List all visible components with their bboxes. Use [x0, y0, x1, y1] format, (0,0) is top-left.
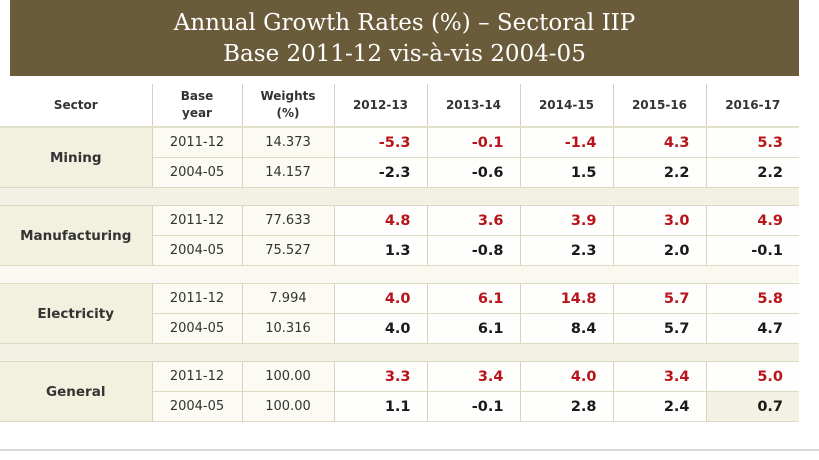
title-line-2: Base 2011-12 vis-à-vis 2004-05: [223, 41, 586, 67]
header-weights-line2: (%): [276, 106, 300, 120]
base-year-cell: 2011-12: [152, 127, 243, 158]
value-cell: -0.8: [427, 235, 521, 266]
header-2014-15: 2014-15: [520, 84, 614, 128]
table-row: Mining 2011-12 14.373 -5.3 -0.1 -1.4 4.3…: [0, 127, 799, 188]
spacer-cell: [0, 265, 799, 284]
base-year-cell: 2004-05: [152, 235, 243, 266]
weight-cell: 100.00: [242, 361, 335, 392]
value-cell: -2.3: [334, 157, 428, 188]
spacer-cell: [0, 343, 799, 362]
table-row: General 2011-12 100.00 3.3 3.4 4.0 3.4 5…: [0, 361, 799, 422]
value-cell: 4.0: [334, 313, 428, 344]
value-cell: -0.1: [427, 127, 521, 158]
header-2016-17: 2016-17: [706, 84, 799, 128]
header-base-line1: Base: [180, 89, 214, 103]
spacer-cell: [0, 187, 799, 206]
value-cell: 4.9: [706, 205, 799, 236]
header-weights-line1: Weights: [260, 89, 316, 103]
weight-cell: 77.633: [242, 205, 335, 236]
value-cell: -5.3: [334, 127, 428, 158]
value-cell: -0.6: [427, 157, 521, 188]
value-cell: 4.3: [613, 127, 707, 158]
value-cell: 1.5: [520, 157, 614, 188]
spacer-row: [0, 343, 799, 362]
sector-mining: Mining: [0, 127, 153, 188]
sector-electricity: Electricity: [0, 283, 153, 344]
slide-title: Annual Growth Rates (%) – Sectoral IIP B…: [10, 0, 799, 76]
value-cell: 2.2: [613, 157, 707, 188]
table-row: Electricity 2011-12 7.994 4.0 6.1 14.8 5…: [0, 283, 799, 344]
value-cell: 8.4: [520, 313, 614, 344]
weight-cell: 100.00: [242, 391, 335, 422]
header-row: Sector Base year Weights (%) 2012-13 2013-…: [0, 84, 799, 128]
value-cell: 3.4: [613, 361, 707, 392]
value-cell: 6.1: [427, 283, 521, 314]
value-cell: -0.1: [427, 391, 521, 422]
value-cell: 4.7: [706, 313, 799, 344]
value-cell: 4.0: [520, 361, 614, 392]
value-cell: 6.1: [427, 313, 521, 344]
table-row: 2004-05 14.157 -2.3 -0.6 1.5 2.2 2.2: [0, 157, 799, 188]
value-cell: 3.6: [427, 205, 521, 236]
value-cell: -0.1: [706, 235, 799, 266]
value-cell: 5.7: [613, 313, 707, 344]
base-year-cell: 2011-12: [152, 361, 243, 392]
value-cell: 5.8: [706, 283, 799, 314]
value-cell: 2.2: [706, 157, 799, 188]
value-cell: 14.8: [520, 283, 614, 314]
weight-cell: 14.157: [242, 157, 335, 188]
table-row: 2004-05 10.316 4.0 6.1 8.4 5.7 4.7: [0, 313, 799, 344]
value-cell: 3.4: [427, 361, 521, 392]
table-row: Manufacturing 2011-12 77.633 4.8 3.6 3.9…: [0, 205, 799, 266]
table-row: 2004-05 75.527 1.3 -0.8 2.3 2.0 -0.1: [0, 235, 799, 266]
header-weights: Weights (%): [242, 84, 335, 128]
value-cell: 1.3: [334, 235, 428, 266]
header-base-year: Base year: [152, 84, 243, 128]
value-cell: 4.0: [334, 283, 428, 314]
header-2015-16: 2015-16: [613, 84, 707, 128]
value-cell: 5.7: [613, 283, 707, 314]
sector-manufacturing: Manufacturing: [0, 205, 153, 266]
header-base-line2: year: [182, 106, 212, 120]
value-cell: 1.1: [334, 391, 428, 422]
value-cell: 5.0: [706, 361, 799, 392]
base-year-cell: 2011-12: [152, 205, 243, 236]
value-cell: -1.4: [520, 127, 614, 158]
value-cell: 4.8: [334, 205, 428, 236]
header-sector: Sector: [0, 84, 153, 128]
value-cell: 3.3: [334, 361, 428, 392]
value-cell: 3.9: [520, 205, 614, 236]
value-cell: 2.0: [613, 235, 707, 266]
table-row: 2004-05 100.00 1.1 -0.1 2.8 2.4 0.7: [0, 391, 799, 422]
value-cell: 5.3: [706, 127, 799, 158]
base-year-cell: 2004-05: [152, 391, 243, 422]
spacer-row: [0, 265, 799, 284]
value-cell: 2.8: [520, 391, 614, 422]
sector-general: General: [0, 361, 153, 422]
spacer-row: [0, 187, 799, 206]
value-cell: 0.7: [706, 391, 799, 422]
base-year-cell: 2004-05: [152, 157, 243, 188]
weight-cell: 14.373: [242, 127, 335, 158]
bottom-divider: [0, 449, 819, 451]
growth-rates-table: Sector Base year Weights (%) 2012-13 2013-…: [0, 84, 799, 422]
header-2012-13: 2012-13: [334, 84, 428, 128]
base-year-cell: 2004-05: [152, 313, 243, 344]
weight-cell: 7.994: [242, 283, 335, 314]
weight-cell: 75.527: [242, 235, 335, 266]
value-cell: 3.0: [613, 205, 707, 236]
header-2013-14: 2013-14: [427, 84, 521, 128]
weight-cell: 10.316: [242, 313, 335, 344]
value-cell: 2.4: [613, 391, 707, 422]
base-year-cell: 2011-12: [152, 283, 243, 314]
value-cell: 2.3: [520, 235, 614, 266]
title-line-1: Annual Growth Rates (%) – Sectoral IIP: [173, 10, 636, 36]
